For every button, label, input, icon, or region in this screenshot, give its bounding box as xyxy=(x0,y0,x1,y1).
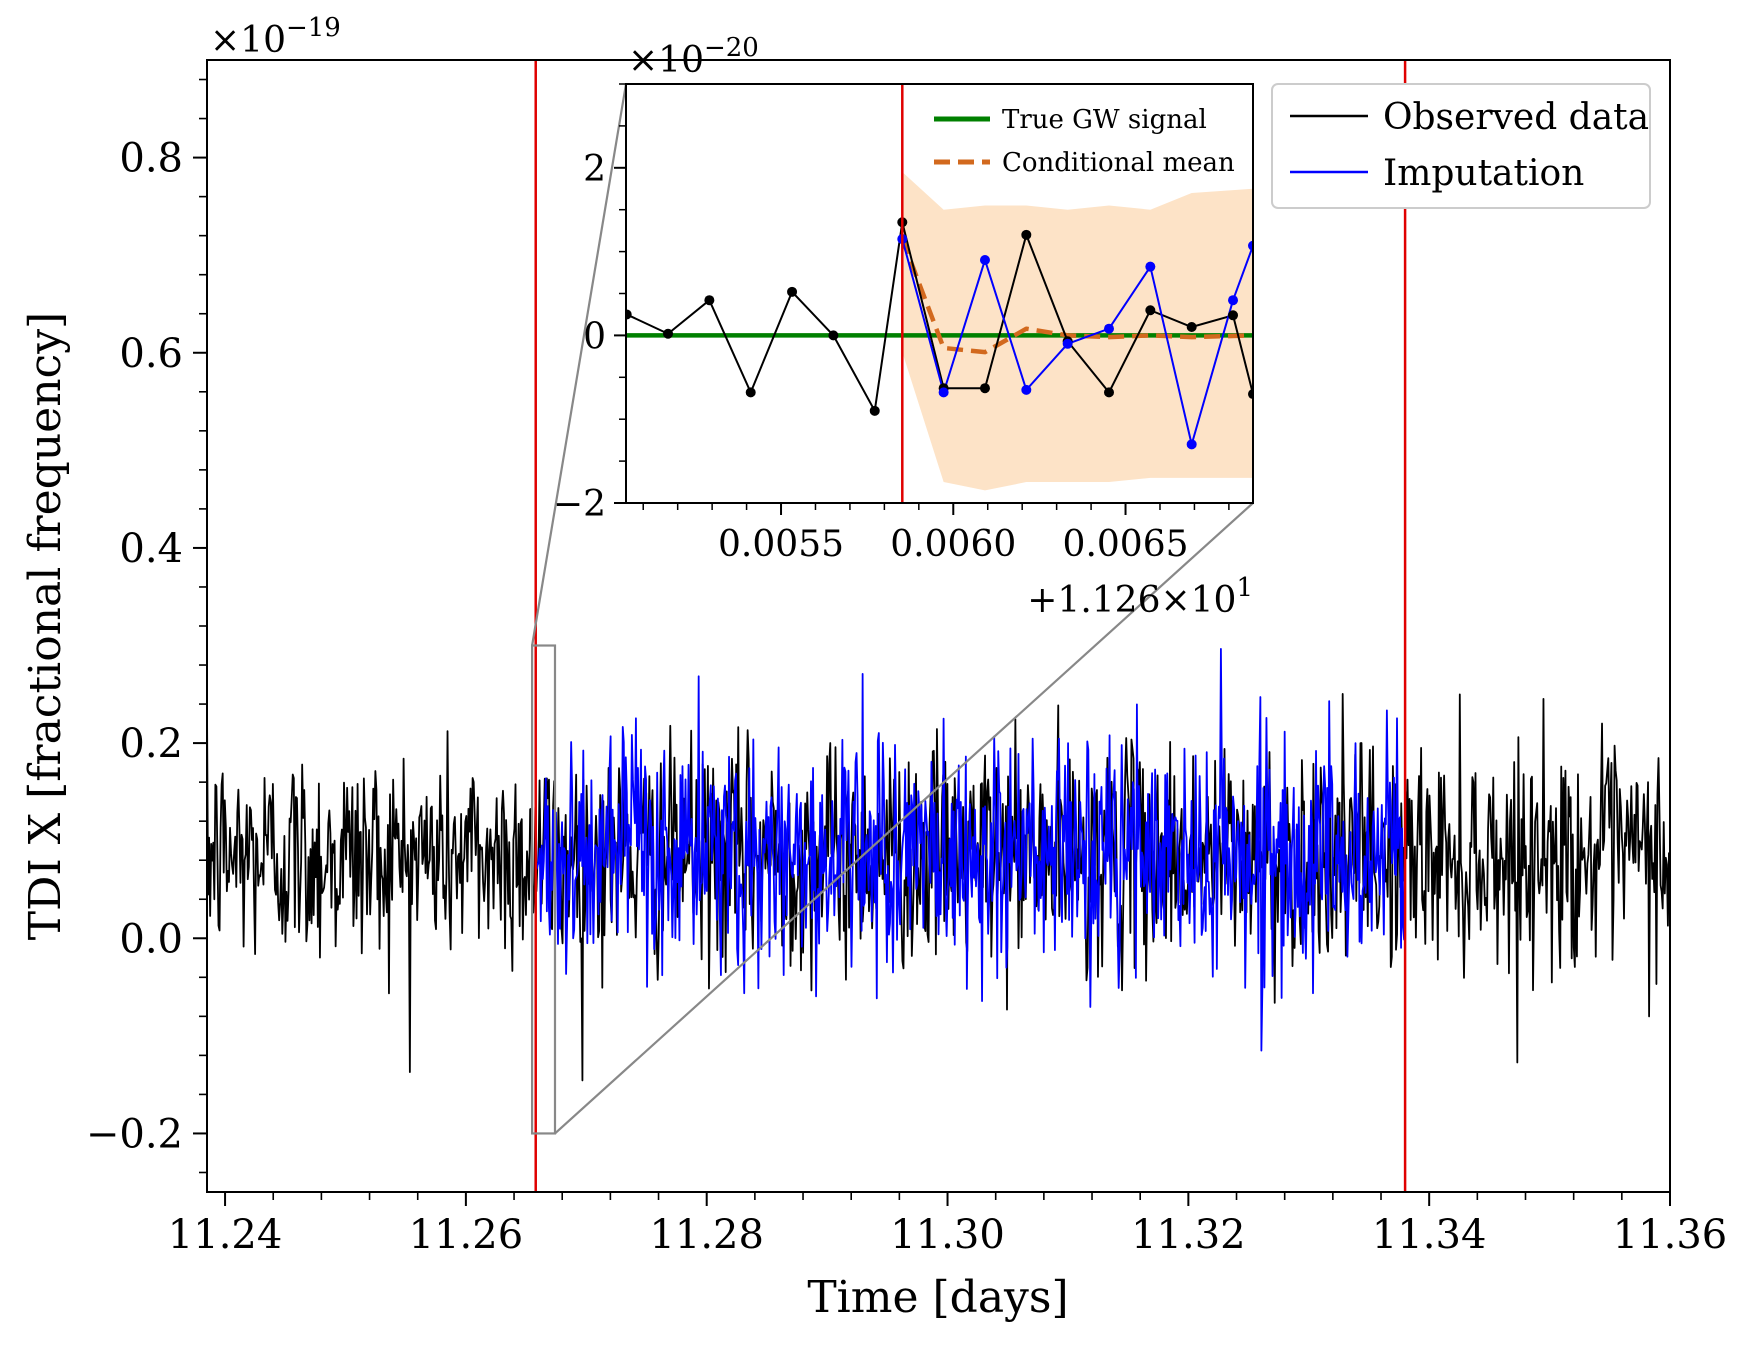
inset-point-observed-data xyxy=(979,383,990,394)
main-legend: Observed data Imputation xyxy=(1271,83,1651,209)
legend-observed-label: Observed data xyxy=(1383,97,1649,138)
legend-conditional-mean-label: Conditional mean xyxy=(1002,148,1235,178)
inset-point-imputation xyxy=(1228,295,1239,306)
inset-y-tick-label: 0 xyxy=(583,316,606,357)
main-x-axis: 11.24 11.26 11.28 11.30 11.32 11.34 11.36 xyxy=(168,1192,1727,1258)
inset-point-observed-data xyxy=(626,309,632,320)
inset-point-imputation xyxy=(1145,261,1156,272)
main-series-imputation xyxy=(534,647,1406,1052)
zoom-box xyxy=(531,644,557,1135)
main-y-scale-label: ×10−19 xyxy=(210,13,341,61)
inset-point-observed-data xyxy=(869,405,880,416)
inset-point-observed-data xyxy=(704,295,715,306)
inset-point-imputation xyxy=(1248,240,1253,251)
y-tick-label: 0.4 xyxy=(119,526,183,572)
inset-point-observed-data xyxy=(1248,389,1253,400)
zoom-indicator xyxy=(531,83,1254,1135)
x-tick-label: 11.36 xyxy=(1613,1212,1728,1258)
inset-point-observed-data xyxy=(663,328,674,339)
inset-point-imputation xyxy=(1021,384,1032,395)
inset-legend: True GW signal Conditional mean xyxy=(934,105,1235,178)
y-tick-label: 0.0 xyxy=(119,916,183,962)
x-tick-label: 11.28 xyxy=(649,1212,764,1258)
inset-axes: 0.0055 0.0060 0.0065 −2 0 2 ×10−20 +1.126×10… xyxy=(553,33,1254,621)
inset-y-scale-label: ×10−20 xyxy=(628,33,759,81)
main-plot-area xyxy=(207,647,1670,1082)
inset-x-axis: 0.0055 0.0060 0.0065 xyxy=(642,503,1230,565)
zoom-connector-top xyxy=(531,83,628,646)
inset-point-imputation xyxy=(1103,323,1114,334)
inset-point-imputation xyxy=(1186,439,1197,450)
inset-point-imputation xyxy=(1062,338,1073,349)
inset-point-imputation xyxy=(938,387,949,398)
inset-point-observed-data xyxy=(1021,229,1032,240)
zoom-connector-bottom xyxy=(554,502,1254,1135)
x-tick-label: 11.30 xyxy=(890,1212,1005,1258)
inset-x-tick-label: 0.0065 xyxy=(1063,524,1189,565)
inset-y-axis: −2 0 2 xyxy=(553,83,626,525)
x-tick-label: 11.32 xyxy=(1131,1212,1246,1258)
y-tick-label: −0.2 xyxy=(86,1111,183,1157)
y-tick-label: 0.2 xyxy=(119,721,183,767)
y-tick-label: 0.6 xyxy=(119,331,183,377)
inset-x-offset-label: +1.126×101 xyxy=(1027,573,1253,621)
y-axis-label: TDI X [fractional frequency] xyxy=(20,312,71,940)
inset-point-observed-data xyxy=(1103,387,1114,398)
inset-point-observed-data xyxy=(787,286,798,297)
legend-imputation-label: Imputation xyxy=(1383,153,1584,194)
inset-point-observed-data xyxy=(1228,310,1239,321)
inset-x-tick-label: 0.0060 xyxy=(890,524,1016,565)
inset-y-tick-label: −2 xyxy=(553,484,606,525)
x-tick-label: 11.26 xyxy=(409,1212,524,1258)
inset-point-observed-data xyxy=(745,387,756,398)
inset-point-observed-data xyxy=(1186,322,1197,333)
main-y-axis: −0.2 0.0 0.2 0.4 0.6 0.8 xyxy=(86,78,207,1174)
inset-point-observed-data xyxy=(828,330,839,341)
inset-y-tick-label: 2 xyxy=(583,149,606,190)
main-axes: 11.24 11.26 11.28 11.30 11.32 11.34 11.36 −0.2… xyxy=(20,13,1727,1323)
inset-point-imputation xyxy=(979,254,990,265)
inset-plot-area xyxy=(626,84,1253,503)
y-tick-label: 0.8 xyxy=(119,136,183,182)
inset-x-tick-label: 0.0055 xyxy=(718,524,844,565)
confidence-band xyxy=(902,171,1253,491)
inset-point-observed-data xyxy=(1145,305,1156,316)
x-axis-label: Time [days] xyxy=(807,1272,1068,1323)
x-tick-label: 11.24 xyxy=(168,1212,283,1258)
x-tick-label: 11.34 xyxy=(1372,1212,1487,1258)
legend-true-gw-label: True GW signal xyxy=(1002,105,1207,135)
inset-series-imputation xyxy=(901,238,1253,446)
